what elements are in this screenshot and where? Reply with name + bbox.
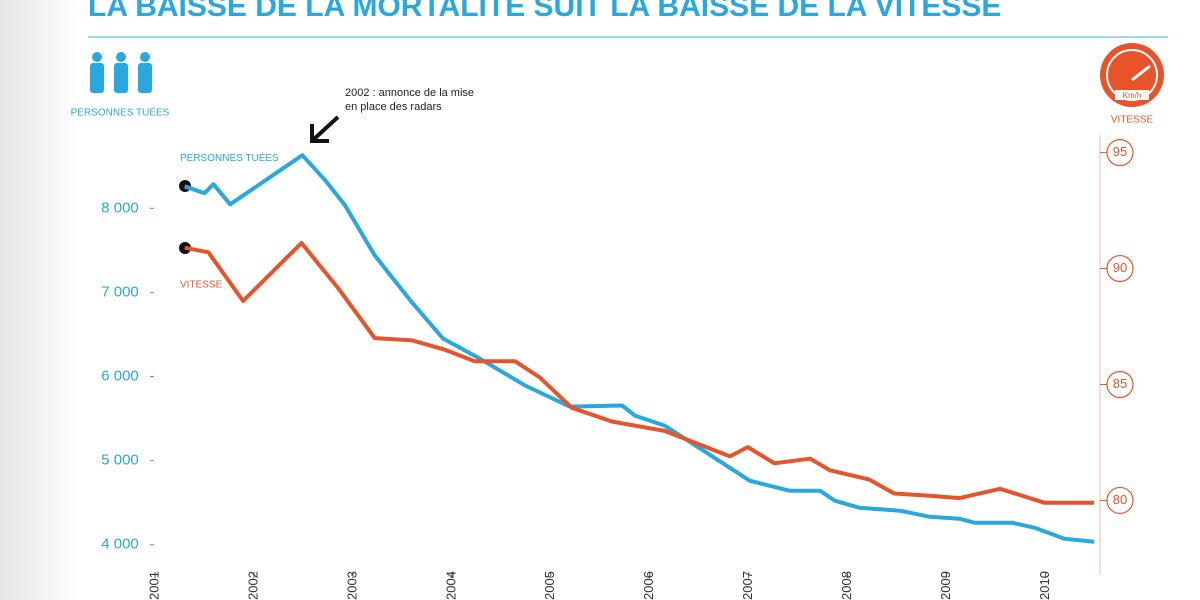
x-tick-label: 2005 (542, 571, 557, 600)
speedometer-icon (1100, 43, 1164, 107)
annotation: 2002 : annonce de la mise en place des ra… (345, 87, 474, 113)
y2-unit: Km/h (1123, 91, 1142, 100)
annotation-arrow (310, 115, 340, 143)
y2-tick-label: 90 (1113, 260, 1127, 275)
x-tick-label: 2007 (740, 571, 755, 600)
x-tick-label: 2003 (344, 571, 359, 600)
y-tick-label: 4 000 (101, 536, 139, 553)
series-line (184, 241, 1095, 505)
series-line (184, 153, 1095, 544)
x-tick-label: 2002 (245, 571, 260, 600)
people-icon (90, 52, 152, 93)
y2-tick-label: 85 (1113, 376, 1127, 391)
y-tick-label: 5 000 (101, 452, 139, 469)
series-label: PERSONNES TUÉES (180, 151, 279, 164)
y-tick-label: 8 000 (101, 199, 139, 216)
x-tick-label: 2008 (839, 571, 854, 600)
y-tick-label: 6 000 (101, 367, 139, 384)
x-tick-label: 2004 (443, 571, 458, 600)
y2-tick-label: 80 (1113, 492, 1127, 507)
chart-title: LA BAISSE DE LA MORTALITÉ SUIT LA BAISSE… (88, 0, 1001, 23)
y-tick-label: 7 000 (101, 283, 139, 300)
x-tick-label: 2001 (146, 571, 161, 600)
y2-tick-label: 95 (1113, 144, 1127, 159)
x-tick-label: 2006 (641, 571, 656, 600)
x-tick-label: 2010 (1037, 571, 1052, 600)
x-tick-label: 2009 (938, 571, 953, 600)
side-shade (0, 0, 80, 600)
y-axis-label: PERSONNES TUÉES (71, 106, 170, 119)
y2-axis-label: VITESSE (1111, 115, 1154, 126)
series-label: VITESSE (180, 279, 223, 290)
